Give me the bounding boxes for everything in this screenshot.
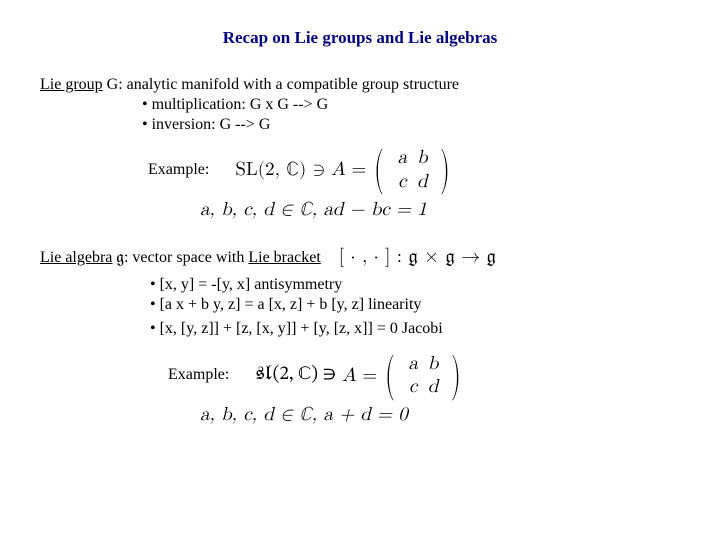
lie-algebra-bullet: • [a x + b y, z] = a [x, z] + b [y, z] l… <box>150 296 680 314</box>
A-var: A <box>342 364 356 387</box>
cond-right: ad − bc = 1 <box>323 200 426 219</box>
lie-group-condition: a, b, c, d ∈ ℂ, ad − bc = 1 <box>200 198 680 221</box>
cond-left: a, b, c, d ∈ ℂ, <box>200 200 317 219</box>
sl-fraktur-prefix: 𝔰𝔩(2, ℂ) ∋ <box>255 363 336 387</box>
lie-group-bullet: • multiplication: G x G --> G <box>142 96 680 114</box>
bracket-map: [ · , · ] : 𝔤 × 𝔤 → 𝔤 <box>339 247 496 266</box>
lie-algebra-example: Example: 𝔰𝔩(2, ℂ) ∋ A = ( ab cd ) <box>168 352 680 400</box>
matrix-cell: c <box>392 170 412 194</box>
paren-right-icon: ) <box>440 151 450 188</box>
matrix-cell: d <box>412 170 432 194</box>
lie-algebra-bullet: • [x, [y, z]] + [z, [x, y]] + [y, [z, x]… <box>150 320 680 338</box>
g-fraktur: 𝔤 <box>112 250 124 266</box>
matrix-cell: b <box>412 146 432 170</box>
paren-left-icon: ( <box>385 357 395 394</box>
lie-algebra-label: Lie algebra <box>40 249 112 266</box>
lie-algebra-heading: Lie algebra 𝔤: vector space with Lie bra… <box>40 245 680 268</box>
lie-algebra-def: : vector space with <box>124 249 248 266</box>
matrix-cell: a <box>403 352 423 376</box>
lie-bracket-label: Lie bracket <box>248 249 320 266</box>
sl-prefix: SL(2, ℂ) ∋ <box>235 158 325 181</box>
lie-group-bullet: • inversion: G --> G <box>142 116 680 134</box>
lie-group-label: Lie group <box>40 76 103 93</box>
equals: = <box>362 364 377 387</box>
matrix-cell: a <box>392 146 412 170</box>
matrix-cell: b <box>423 352 443 376</box>
sl2c-fraktur-matrix: 𝔰𝔩(2, ℂ) ∋ A = ( ab cd ) <box>255 352 463 400</box>
equals: = <box>352 158 367 181</box>
sl2c-matrix: SL(2, ℂ) ∋ A = ( ab cd ) <box>235 146 452 194</box>
cond-left: a, b, c, d ∈ ℂ, <box>200 405 317 424</box>
matrix-2x2: ab cd <box>392 146 432 194</box>
lie-algebra-bullet: • [x, y] = -[y, x] antisymmetry <box>150 276 680 294</box>
matrix-cell: c <box>403 375 423 399</box>
lie-group-heading: Lie group G: analytic manifold with a co… <box>40 76 680 94</box>
lie-algebra-condition: a, b, c, d ∈ ℂ, a + d = 0 <box>200 403 680 426</box>
A-var: A <box>331 158 345 181</box>
cond-right: a + d = 0 <box>323 405 407 424</box>
lie-group-def: G: analytic manifold with a compatible g… <box>103 76 459 93</box>
matrix-2x2: ab cd <box>403 352 443 400</box>
page-title: Recap on Lie groups and Lie algebras <box>40 28 680 48</box>
lie-group-example: Example: SL(2, ℂ) ∋ A = ( ab cd ) <box>148 146 680 194</box>
example-label: Example: <box>168 366 229 384</box>
matrix-cell: d <box>423 375 443 399</box>
paren-right-icon: ) <box>451 357 461 394</box>
paren-left-icon: ( <box>374 151 384 188</box>
example-label: Example: <box>148 161 209 179</box>
